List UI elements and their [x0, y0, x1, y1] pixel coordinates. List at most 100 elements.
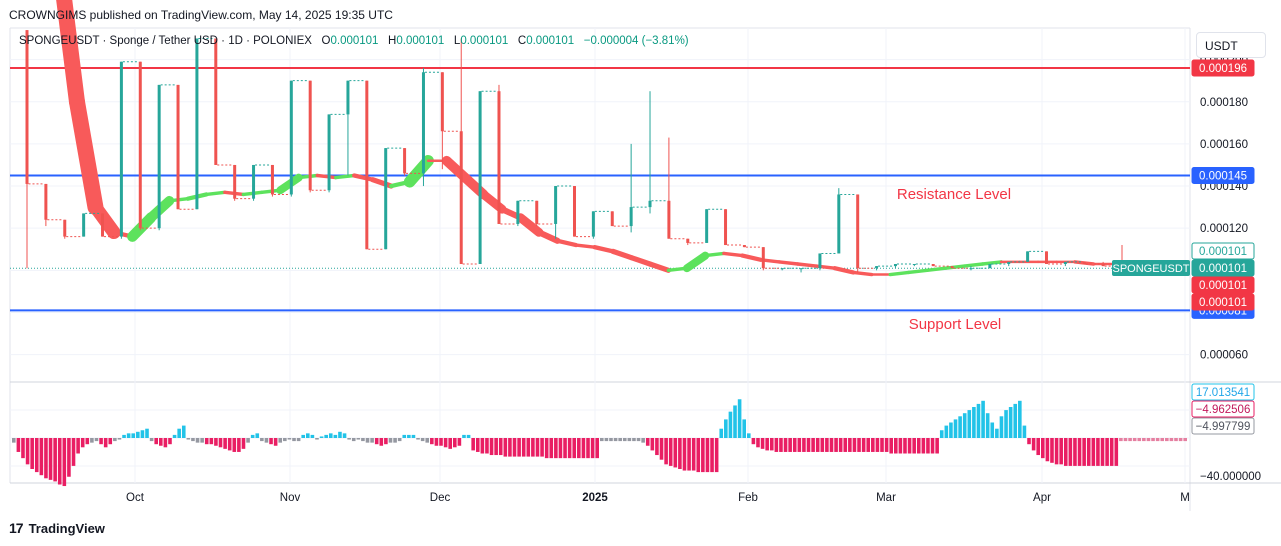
histogram-bar: [1036, 438, 1040, 456]
x-tick-label: M: [1180, 492, 1190, 504]
histogram-bar: [351, 438, 356, 442]
histogram-bar: [1004, 410, 1008, 438]
histogram-bar: [278, 438, 283, 443]
candle: [591, 210, 611, 239]
candle-body: [837, 194, 841, 254]
candle: [799, 267, 819, 273]
candle: [478, 90, 498, 264]
histogram-bar: [995, 428, 999, 438]
candle: [648, 91, 668, 214]
histogram-bar: [912, 438, 916, 454]
ema-segment: [370, 177, 394, 189]
histogram-bar: [1119, 438, 1123, 442]
histogram-bar: [1178, 438, 1183, 442]
candle: [289, 80, 309, 197]
candle-body: [629, 207, 633, 227]
currency-button[interactable]: USDT: [1196, 32, 1266, 58]
ema-segment: [980, 260, 1003, 266]
candle-body: [667, 200, 671, 239]
histogram-bar: [769, 438, 774, 451]
candle-body: [950, 266, 954, 269]
histogram-bar: [926, 438, 930, 454]
histogram-bar: [765, 438, 769, 451]
histogram-bar: [356, 438, 361, 440]
candle-body: [912, 264, 916, 265]
histogram-bar: [149, 438, 154, 442]
symbol-description[interactable]: SPONGEUSDT · Sponge / Tether USD · 1D · …: [19, 35, 312, 47]
histogram-bar: [62, 438, 67, 487]
change-value: −0.000004 (−3.81%): [583, 35, 689, 47]
candle: [1007, 261, 1027, 267]
histogram-bar: [255, 433, 260, 438]
histogram-bar: [622, 438, 627, 442]
candle-body: [233, 164, 237, 199]
histogram-bar: [641, 438, 645, 443]
histogram-bar: [209, 438, 214, 445]
candle-body: [686, 238, 690, 243]
histogram-bar: [999, 416, 1004, 438]
indicator-base-tag-box: [1191, 417, 1255, 435]
histogram-bar: [443, 438, 448, 448]
histogram-bar: [292, 438, 296, 442]
histogram-bar: [949, 422, 953, 438]
y-tick-label: 0.000060: [1200, 350, 1248, 362]
candle: [157, 84, 177, 231]
histogram-bar: [1109, 438, 1114, 466]
y-tick-label: 0.000180: [1200, 97, 1248, 109]
histogram-bar: [563, 438, 567, 459]
axes: 0.0002000.0001800.0001600.0001400.000120…: [126, 55, 1248, 504]
histogram-bar: [958, 416, 962, 438]
candle-body: [875, 266, 879, 269]
histogram-bar: [696, 438, 701, 473]
histogram-bar: [733, 405, 737, 438]
histogram-bar: [508, 438, 512, 457]
histogram-bar: [682, 438, 687, 471]
histogram-bar: [1105, 438, 1109, 466]
histogram-bar: [108, 438, 113, 445]
histogram-bar: [411, 434, 416, 438]
candle: [761, 247, 781, 271]
horizontal-lines: [10, 67, 1190, 312]
histogram-bar: [806, 438, 811, 452]
candle-body: [818, 253, 822, 269]
ema-segment: [703, 251, 726, 258]
candle-body: [252, 164, 256, 199]
symbol-legend[interactable]: SPONGEUSDT · Sponge / Tether USD · 1D · …: [19, 35, 689, 47]
histogram-bar: [581, 438, 586, 459]
high-label: H: [388, 35, 397, 47]
candle-body: [101, 213, 105, 237]
y-tick-label: 0.000140: [1200, 181, 1248, 193]
histogram-bar: [131, 433, 136, 438]
histogram-bar: [145, 428, 149, 438]
candle-body: [327, 114, 331, 191]
histogram-bar: [168, 438, 172, 445]
candle: [573, 186, 592, 238]
candle: [969, 266, 989, 271]
tradingview-footer[interactable]: 17 TradingView: [9, 520, 105, 536]
histogram-bar: [737, 399, 742, 438]
histogram-bar: [774, 438, 779, 452]
histogram-bar: [76, 438, 80, 454]
last-price-tag: 0.000101: [1191, 259, 1255, 277]
histogram-bar: [540, 438, 544, 457]
candle: [742, 245, 762, 248]
histogram-bar: [1013, 403, 1018, 438]
indicator-value-tag: 17.013541: [1191, 383, 1255, 401]
candle: [138, 61, 158, 231]
histogram-bar: [567, 438, 572, 459]
histogram-bar: [742, 419, 746, 438]
candle-body: [384, 148, 388, 250]
histogram-bar: [1128, 438, 1132, 442]
histogram-bar: [328, 433, 333, 438]
candle-body: [44, 183, 48, 220]
candle-body: [516, 200, 520, 224]
candle-body: [459, 131, 463, 264]
ema-segment: [403, 155, 434, 188]
histogram-bar: [609, 438, 613, 442]
ema-segment: [796, 262, 818, 268]
ema-segment: [88, 200, 121, 240]
histogram-bar: [512, 438, 517, 457]
candle: [384, 147, 404, 250]
histogram-bar: [544, 438, 549, 459]
histogram-bar: [140, 430, 145, 438]
